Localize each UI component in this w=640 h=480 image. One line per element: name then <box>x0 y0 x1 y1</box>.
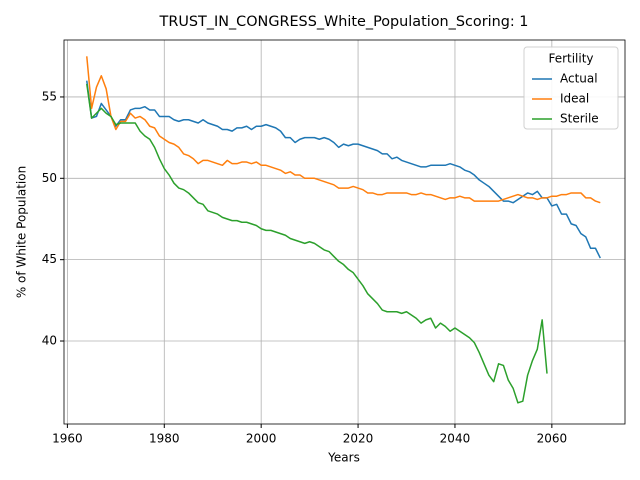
legend-box <box>523 46 619 130</box>
x-tick-label: 2060 <box>537 432 568 446</box>
x-tick-label: 2020 <box>343 432 374 446</box>
legend-label: Ideal <box>560 92 589 106</box>
x-tick-label: 2000 <box>246 432 277 446</box>
data-line <box>86 56 601 204</box>
legend-title: Fertility <box>548 52 593 66</box>
data-line <box>86 83 548 404</box>
y-tick-label: 40 <box>42 334 57 348</box>
x-tick-label: 1980 <box>149 432 180 446</box>
plot-frame <box>63 39 626 425</box>
legend-label: Sterile <box>560 112 599 126</box>
y-axis-label: % of White Population <box>15 166 29 298</box>
y-tick-label: 45 <box>42 252 57 266</box>
chart-title: TRUST_IN_CONGRESS_White_Population_Scori… <box>159 14 529 30</box>
x-tick-label: 1960 <box>52 432 83 446</box>
x-tick-label: 2040 <box>440 432 471 446</box>
legend-label: Actual <box>560 72 598 86</box>
data-line <box>86 80 601 259</box>
y-tick-label: 50 <box>42 171 57 185</box>
x-axis-label: Years <box>327 451 360 465</box>
y-tick-label: 55 <box>42 89 57 103</box>
